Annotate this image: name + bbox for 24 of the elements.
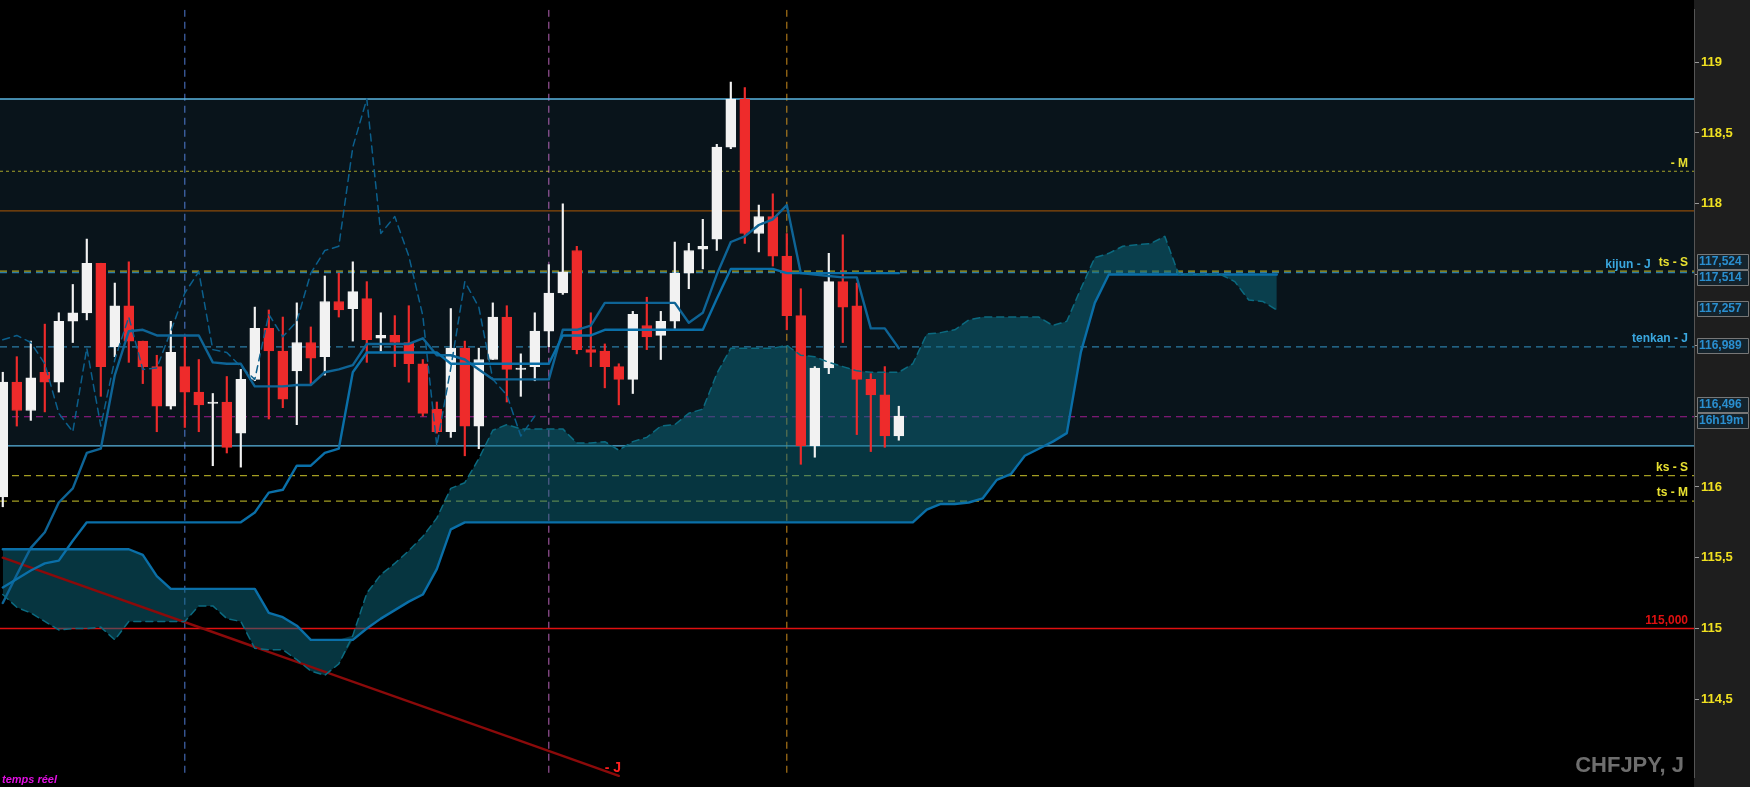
ref-line-label: ks - S: [1655, 459, 1688, 474]
ref-line-label: 115,000: [1645, 612, 1689, 627]
y-tick-label: 118: [1701, 195, 1722, 211]
ref-line-label: ts - S: [1658, 255, 1688, 270]
annotation: - J: [604, 758, 621, 775]
text: 117,524: [1699, 254, 1743, 269]
y-tick-label: 116: [1701, 478, 1722, 494]
y-tick-label: 118,5: [1701, 124, 1733, 140]
ref-line-label: ts - M: [1656, 485, 1688, 500]
y-tick-label: 115,5: [1701, 549, 1733, 565]
candlestick: [207, 393, 219, 467]
y-tick-label: 114,5: [1701, 690, 1733, 706]
text: 117,514: [1699, 270, 1743, 285]
text: 116,989: [1699, 338, 1743, 353]
text: 117,257: [1699, 301, 1743, 316]
text: CHFJPY, J: [1575, 752, 1684, 778]
annotation: temps réel: [2, 772, 58, 785]
ref-line-label: kijun - J: [1605, 256, 1651, 271]
text: 16h19m: [1699, 413, 1744, 428]
y-tick-label: 119: [1701, 53, 1722, 69]
ref-line-label: tenkan - J: [1631, 331, 1688, 346]
ref-line-label: - M: [1670, 155, 1688, 170]
y-tick-label: 115: [1701, 620, 1722, 636]
text: 116,496: [1699, 397, 1743, 412]
